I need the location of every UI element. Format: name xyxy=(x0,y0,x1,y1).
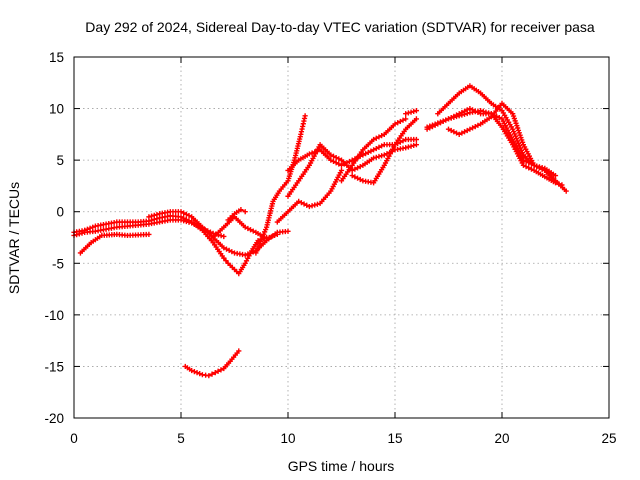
x-tick-label: 0 xyxy=(70,431,78,446)
y-axis-label: SDTVAR / TECUs xyxy=(6,182,22,294)
plus-markers xyxy=(285,142,419,199)
plus-markers xyxy=(274,167,345,225)
y-tick-label: 15 xyxy=(49,50,64,65)
series-sat-f xyxy=(225,207,248,223)
series-sat-q xyxy=(445,100,559,179)
series-sat-h xyxy=(274,167,345,225)
y-tick-label: 0 xyxy=(56,205,64,220)
y-tick-label: 10 xyxy=(49,102,64,117)
y-tick-label: 5 xyxy=(56,153,64,168)
series-sat-g xyxy=(253,113,308,256)
x-tick-label: 15 xyxy=(387,431,402,446)
axis-ticks: 0 5 10 15 20 25 -20 -15 -10 -5 0 5 10 15 xyxy=(44,50,616,446)
plus-markers xyxy=(77,231,152,256)
y-tick-label: -20 xyxy=(44,411,64,426)
series-sat-m xyxy=(403,108,419,117)
plus-markers xyxy=(445,100,559,179)
data-series xyxy=(71,83,569,379)
plus-markers xyxy=(182,348,242,379)
series-sat-r xyxy=(182,348,242,379)
x-axis-label: GPS time / hours xyxy=(288,458,395,474)
plus-markers xyxy=(403,108,419,117)
y-tick-label: -5 xyxy=(52,256,64,271)
plus-markers xyxy=(210,214,280,242)
plus-markers xyxy=(338,116,409,184)
plus-markers xyxy=(225,207,248,223)
y-tick-label: -15 xyxy=(44,359,64,374)
series-sat-l xyxy=(349,116,419,186)
plot-frame xyxy=(73,56,610,419)
x-tick-label: 5 xyxy=(177,431,185,446)
plus-markers xyxy=(349,116,419,186)
series-sat-c xyxy=(77,231,152,256)
x-tick-label: 20 xyxy=(494,431,509,446)
series-sat-k xyxy=(338,116,409,184)
series-sat-e xyxy=(210,214,280,242)
x-tick-label: 10 xyxy=(280,431,295,446)
x-tick-label: 25 xyxy=(601,431,616,446)
y-tick-label: -10 xyxy=(44,308,64,323)
chart-title: Day 292 of 2024, Sidereal Day-to-day VTE… xyxy=(85,19,595,35)
plus-markers xyxy=(253,113,308,256)
